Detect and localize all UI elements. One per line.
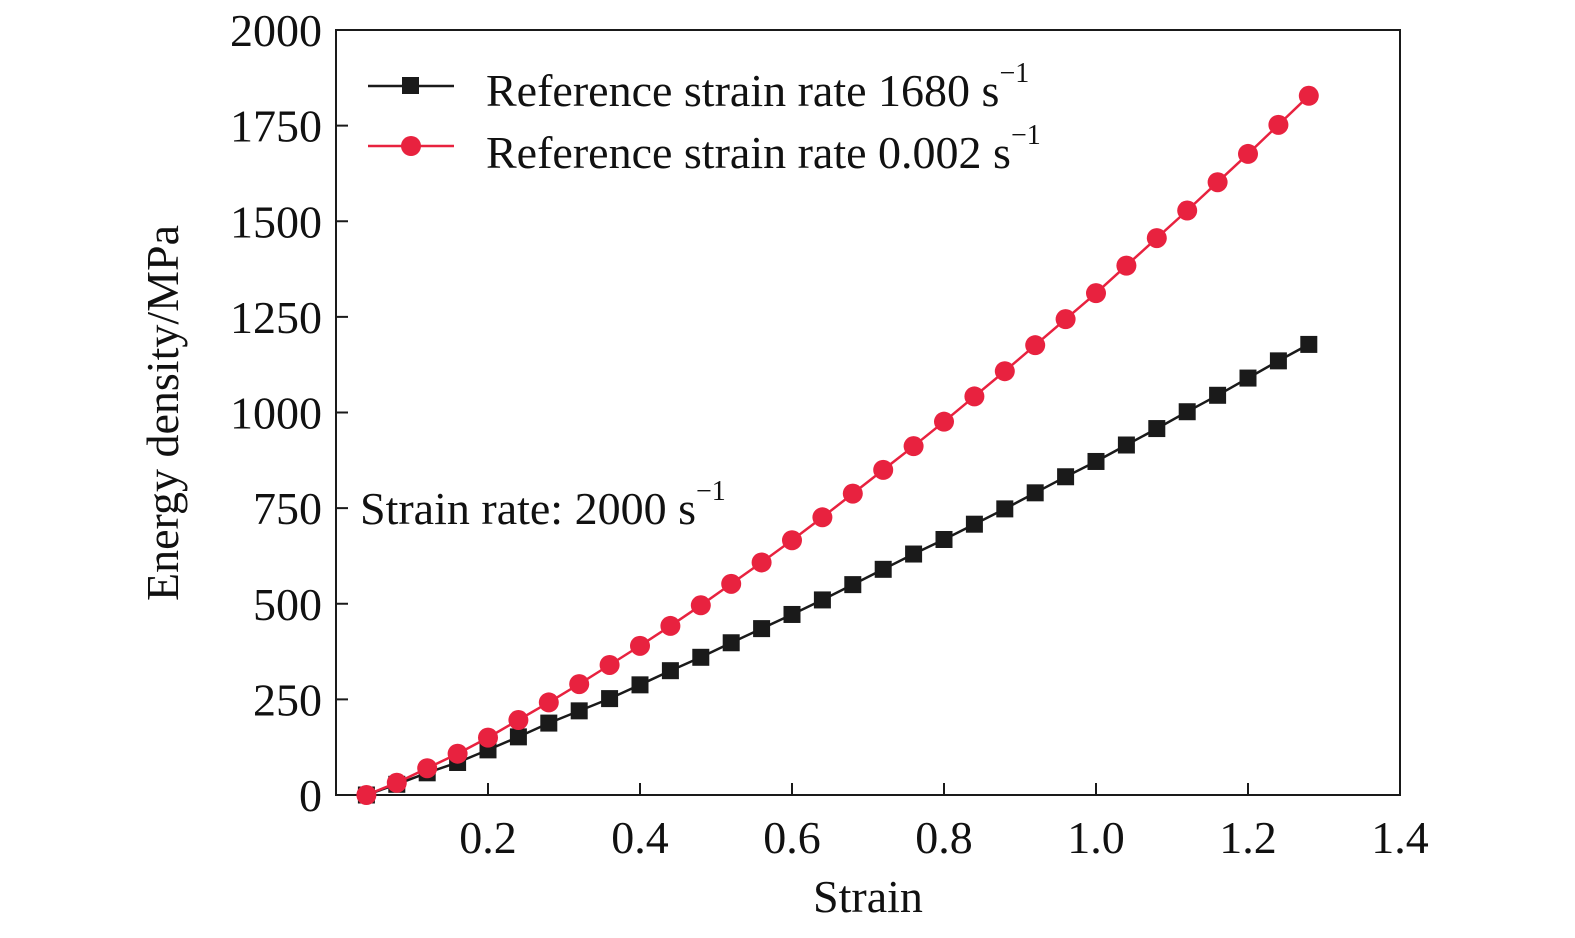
- data-point-series-1: [783, 605, 801, 623]
- y-tick-label: 0: [299, 770, 322, 821]
- data-point-series-2: [599, 654, 620, 675]
- y-tick-label: 1750: [230, 101, 322, 152]
- data-point-series-1: [601, 690, 619, 708]
- data-point-series-2: [903, 436, 924, 457]
- strain-rate-annotation: Strain rate: 2000 s−1: [360, 476, 726, 534]
- data-point-series-1: [1057, 468, 1075, 486]
- x-axis-ticks: 0.2 0.4 0.6 0.8 1.0 1.2 1.4: [459, 783, 1429, 863]
- data-point-series-1: [1117, 436, 1135, 454]
- series-2: [356, 85, 1319, 805]
- legend-label-series-2: Reference strain rate 0.002 s−1: [486, 120, 1041, 178]
- data-point-series-1: [509, 728, 527, 746]
- data-point-series-2: [964, 386, 985, 407]
- data-point-series-1: [1209, 386, 1227, 404]
- data-point-series-2: [934, 411, 954, 432]
- x-tick-label: 1.4: [1371, 812, 1429, 863]
- data-point-series-2: [386, 772, 407, 793]
- series-layer: [356, 85, 1319, 805]
- data-point-series-2: [1146, 228, 1167, 249]
- data-point-series-2: [1207, 172, 1228, 193]
- data-point-series-1: [661, 662, 679, 680]
- legend-label-series-2-sup: −1: [1011, 120, 1041, 151]
- data-point-series-2: [1238, 143, 1258, 164]
- data-point-series-1: [874, 560, 892, 578]
- data-point-series-1: [1178, 403, 1196, 421]
- legend-item-series-2: Reference strain rate 0.002 s−1: [368, 120, 1041, 178]
- series-2-line: [365, 94, 1310, 797]
- data-point-series-2: [660, 615, 681, 636]
- strain-rate-annotation-sup: −1: [696, 476, 726, 507]
- data-point-series-1: [996, 500, 1014, 518]
- data-point-series-2: [751, 552, 772, 573]
- data-point-series-2: [1055, 309, 1076, 330]
- data-point-series-2: [508, 710, 529, 731]
- data-point-series-1: [1148, 420, 1166, 438]
- data-point-series-1: [1026, 484, 1044, 502]
- data-point-series-1: [540, 714, 558, 732]
- y-axis-ticks: 0 250 500 750 1000 1250 1500 1750 2000: [230, 5, 348, 821]
- data-point-series-1: [935, 530, 953, 548]
- data-point-series-2: [356, 785, 377, 805]
- data-point-series-2: [842, 483, 863, 504]
- data-point-series-1: [1300, 335, 1318, 353]
- data-point-series-2: [782, 530, 802, 551]
- x-tick-label: 1.2: [1219, 812, 1277, 863]
- data-point-series-1: [813, 591, 831, 609]
- x-axis-label: Strain: [813, 871, 923, 922]
- data-point-series-1: [570, 702, 588, 720]
- x-tick-label: 0.2: [459, 812, 517, 863]
- y-tick-label: 1250: [230, 292, 322, 343]
- data-point-series-1: [1239, 369, 1257, 387]
- y-tick-label: 2000: [230, 5, 322, 56]
- data-point-series-1: [1087, 452, 1105, 470]
- y-tick-label: 1000: [230, 388, 322, 439]
- data-point-series-2: [1025, 335, 1046, 356]
- data-point-series-2: [569, 674, 590, 695]
- legend-label-series-1-sup: −1: [999, 58, 1029, 89]
- legend-item-series-1: Reference strain rate 1680 s−1: [368, 58, 1029, 116]
- y-tick-label: 1500: [230, 196, 322, 247]
- x-tick-label: 0.6: [763, 812, 821, 863]
- legend-marker-series-2: [401, 136, 421, 156]
- data-point-series-1: [753, 620, 771, 638]
- legend-label-series-1: Reference strain rate 1680 s−1: [486, 58, 1029, 116]
- data-point-series-2: [1116, 255, 1137, 276]
- data-point-series-2: [538, 692, 559, 713]
- data-point-series-1: [905, 545, 923, 563]
- y-tick-label: 750: [253, 483, 322, 534]
- data-point-series-1: [722, 634, 740, 652]
- data-point-series-2: [1086, 283, 1106, 304]
- x-tick-label: 1.0: [1067, 812, 1125, 863]
- data-point-series-1: [844, 576, 862, 594]
- x-tick-label: 0.4: [611, 812, 669, 863]
- x-tick-label: 0.8: [915, 812, 973, 863]
- data-point-series-1: [631, 676, 649, 694]
- data-point-series-2: [630, 635, 650, 656]
- y-axis-label: Energy density/MPa: [137, 225, 188, 601]
- data-point-series-2: [994, 361, 1015, 382]
- data-point-series-2: [447, 743, 468, 764]
- y-tick-label: 250: [253, 674, 322, 725]
- legend-label-series-2-text: Reference strain rate 0.002 s: [486, 127, 1011, 178]
- data-point-series-2: [1268, 114, 1289, 135]
- series-1: [357, 335, 1318, 804]
- data-point-series-1: [1269, 352, 1287, 370]
- data-point-series-1: [965, 515, 983, 533]
- legend: Reference strain rate 1680 s−1 Reference…: [368, 58, 1041, 178]
- data-point-series-2: [690, 595, 711, 616]
- legend-marker-series-1: [402, 77, 419, 94]
- data-point-series-2: [417, 758, 438, 779]
- data-point-series-2: [1298, 85, 1319, 106]
- legend-label-series-1-text: Reference strain rate 1680 s: [486, 65, 999, 116]
- y-tick-label: 500: [253, 579, 322, 630]
- strain-rate-annotation-text: Strain rate: 2000 s: [360, 483, 696, 534]
- data-point-series-1: [692, 648, 710, 666]
- data-point-series-2: [721, 573, 742, 594]
- data-point-series-2: [812, 507, 833, 528]
- data-point-series-2: [873, 459, 894, 480]
- data-point-series-2: [1177, 200, 1198, 221]
- data-point-series-2: [478, 727, 498, 748]
